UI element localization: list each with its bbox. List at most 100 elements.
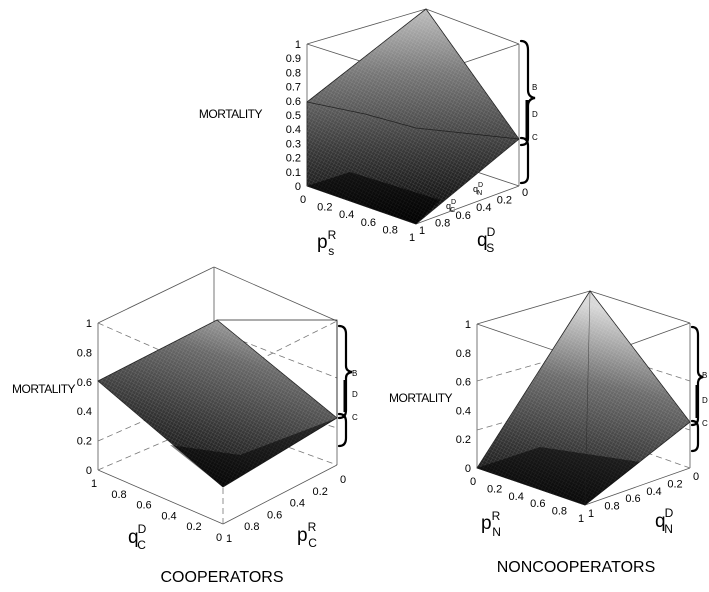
- noncooperators-y-tick-0.6: 0.6: [625, 493, 640, 505]
- top-z-tick-0.4: 0.4: [286, 124, 301, 136]
- noncooperators-z-tick-1: 1: [465, 319, 471, 331]
- top-z-tick-0.1: 0.1: [286, 167, 301, 179]
- noncooperators-brace-c: [690, 419, 700, 453]
- noncooperators-y-axis-label: qD N: [655, 506, 674, 536]
- noncooperators-z-tick-0.6: 0.6: [456, 377, 471, 389]
- cooperators-x-tick-1: 1: [91, 478, 97, 490]
- noncooperators-caption: NONCOOPERATORS: [497, 559, 656, 576]
- cooperators-z-tick-0.4: 0.4: [77, 406, 92, 418]
- noncooperators-x-tick-0.6: 0.6: [530, 498, 545, 510]
- cooperators-x-axis-label: qD C: [128, 522, 147, 552]
- top-z-tick-0.9: 0.9: [286, 53, 301, 65]
- cooperators-chart: 0 0.2 0.4 0.6 0.8 1 0 0.2 0.4 0.6 0.8 1 0 0.2 0.4 0.6…: [12, 266, 358, 586]
- cooperators-caption: COOPERATORS: [161, 569, 284, 586]
- noncooperators-y-ticks: 0 0.2 0.4 0.6 0.8 1: [588, 471, 699, 520]
- top-z-tick-0.8: 0.8: [286, 67, 301, 79]
- noncooperators-z-tick-0.2: 0.2: [456, 434, 471, 446]
- cooperators-z-tick-0: 0: [86, 465, 92, 477]
- cooperators-z-ticks: 0 0.2 0.4 0.6 0.8 1: [77, 318, 92, 477]
- cooperators-brace-c: [337, 412, 348, 448]
- cooperators-x-tick-0.4: 0.4: [161, 510, 176, 522]
- noncooperators-z-ticks: 0 0.2 0.4 0.6 0.8 1: [456, 319, 471, 475]
- top-x-tick-0.6: 0.6: [361, 217, 376, 229]
- top-x-tick-0.2: 0.2: [317, 202, 332, 214]
- top-surface-ridge: [306, 101, 520, 140]
- noncooperators-x-tick-1: 1: [578, 513, 584, 525]
- top-annotation-qn: qD N: [473, 182, 483, 197]
- cooperators-y-tick-0.4: 0.4: [290, 498, 305, 510]
- cooperators-x-tick-0.2: 0.2: [186, 521, 201, 533]
- cooperators-x-tick-0.8: 0.8: [111, 489, 126, 501]
- cooperators-brace-label-b: B: [352, 369, 357, 378]
- top-z-ticks: 0 0.1 0.2 0.3 0.4 0.5 0.6 0.7 0.8 0.9 1: [286, 39, 301, 193]
- top-x-tick-1: 1: [409, 232, 415, 244]
- top-y-axis-label: qD S: [477, 225, 496, 255]
- top-surface-shadow: [307, 172, 440, 224]
- cooperators-z-label: MORTALITY: [12, 382, 76, 396]
- noncooperators-x-ticks: 0 0.2 0.4 0.6 0.8 1: [470, 476, 584, 525]
- noncooperators-z-tick-0: 0: [465, 463, 471, 475]
- cooperators-z-tick-0.8: 0.8: [77, 347, 92, 359]
- top-y-tick-0: 0: [522, 187, 528, 199]
- noncooperators-z-tick-0.4: 0.4: [456, 405, 471, 417]
- noncooperators-z-label: MORTALITY: [389, 391, 453, 405]
- noncooperators-x-tick-0.4: 0.4: [509, 491, 524, 503]
- noncooperators-y-tick-1: 1: [588, 508, 594, 520]
- top-z-tick-0.2: 0.2: [286, 153, 301, 165]
- cooperators-y-tick-0: 0: [340, 474, 346, 486]
- cooperators-y-tick-1: 1: [226, 533, 232, 545]
- top-x-ticks: 0 0.2 0.4 0.6 0.8 1: [300, 194, 415, 244]
- top-z-tick-0.7: 0.7: [286, 82, 301, 94]
- cooperators-y-tick-0.2: 0.2: [313, 486, 328, 498]
- top-z-tick-0: 0: [295, 181, 301, 193]
- cooperators-brace-label-d: D: [352, 390, 358, 399]
- top-y-tick-1: 1: [419, 225, 425, 237]
- cooperators-x-ticks: 0 0.2 0.4 0.6 0.8 1: [91, 478, 222, 544]
- cooperators-surface-shadow: [170, 418, 337, 487]
- noncooperators-z-tick-0.8: 0.8: [456, 348, 471, 360]
- noncooperators-y-tick-0: 0: [693, 471, 699, 483]
- top-z-tick-0.3: 0.3: [286, 138, 301, 150]
- noncooperators-y-tick-0.4: 0.4: [646, 486, 661, 498]
- top-y-ticks: 0 0.2 0.4 0.6 0.8 1: [419, 187, 528, 237]
- top-y-tick-0.2: 0.2: [497, 195, 512, 207]
- top-brace-label-b: B: [532, 83, 537, 92]
- top-y-tick-0.4: 0.4: [476, 202, 491, 214]
- cooperators-x-tick-0: 0: [216, 532, 222, 544]
- top-brace-c: [519, 136, 530, 185]
- top-brace-label-d: D: [532, 110, 538, 119]
- top-surface-mesh: [307, 9, 519, 224]
- cooperators-brace-b: [337, 324, 353, 420]
- noncooperators-x-axis-label: pR N: [481, 509, 501, 539]
- top-chart: 0 0.1 0.2 0.3 0.4 0.5 0.6 0.7 0.8 0.9 1 0 0.2 0.4 0.6…: [199, 8, 538, 258]
- cooperators-z-tick-0.2: 0.2: [77, 436, 92, 448]
- cooperators-y-axis-label: pR C: [297, 520, 317, 550]
- noncooperators-surface-ridge: [584, 290, 591, 506]
- cooperators-brace-label-c: C: [352, 413, 358, 422]
- noncooperators-y-tick-0.2: 0.2: [667, 478, 682, 490]
- noncooperators-chart: 0 0.2 0.4 0.6 0.8 1 0 0.2 0.4 0.6 0.8 1 0 0.2 0.4 0.6…: [389, 290, 708, 576]
- top-x-tick-0: 0: [300, 194, 306, 206]
- noncooperators-x-tick-0.8: 0.8: [552, 506, 567, 518]
- cooperators-z-tick-0.6: 0.6: [77, 377, 92, 389]
- cooperators-z-tick-1: 1: [86, 318, 92, 330]
- cooperators-surface-edge: [217, 319, 338, 418]
- top-y-tick-0.8: 0.8: [435, 217, 450, 229]
- top-y-tick-0.6: 0.6: [456, 210, 471, 222]
- noncooperators-brace-label-b: B: [702, 371, 707, 380]
- top-brace-label-c: C: [532, 133, 538, 142]
- top-z-tick-0.5: 0.5: [286, 110, 301, 122]
- top-annotation-qc: qD C: [446, 199, 456, 214]
- noncooperators-brace-b: [690, 325, 704, 427]
- noncooperators-x-tick-0.2: 0.2: [487, 483, 502, 495]
- noncooperators-brace-label-c: C: [702, 419, 708, 428]
- noncooperators-y-tick-0.8: 0.8: [604, 501, 619, 513]
- noncooperators-brace-label-d: D: [702, 396, 708, 405]
- cooperators-x-tick-0.6: 0.6: [136, 500, 151, 512]
- cooperators-y-tick-0.8: 0.8: [244, 521, 259, 533]
- top-x-axis-label: pR s: [317, 228, 337, 258]
- top-z-tick-0.6: 0.6: [286, 96, 301, 108]
- cooperators-y-tick-0.6: 0.6: [267, 509, 282, 521]
- noncooperators-surface-shadow: [477, 447, 640, 505]
